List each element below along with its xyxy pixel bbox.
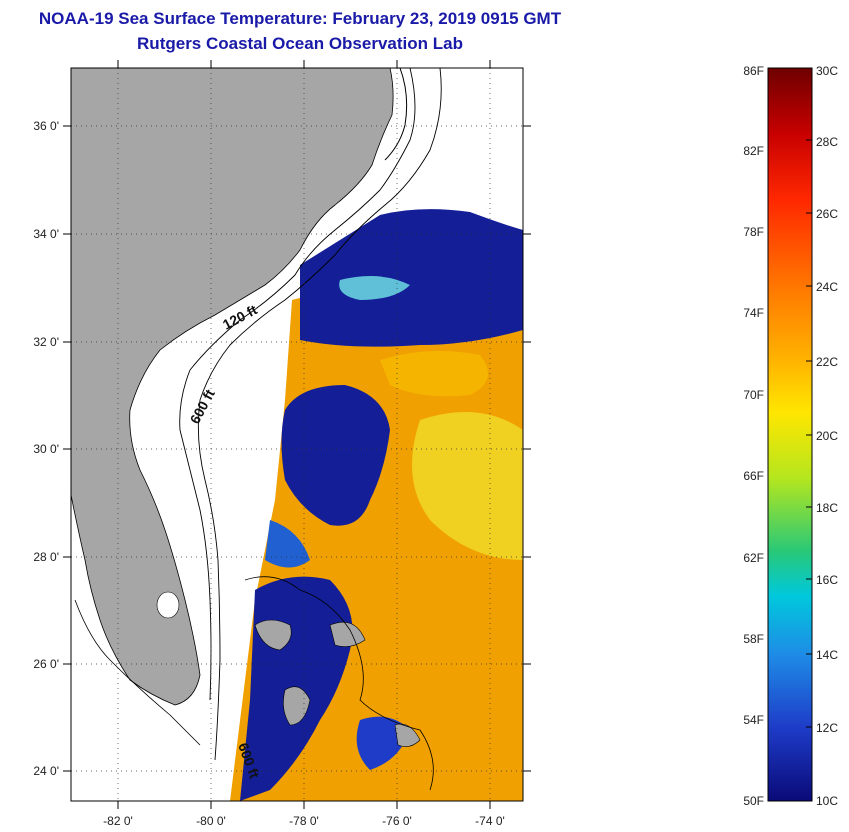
colorbar-c-label: 14C: [816, 648, 838, 662]
latitude-labels: 36 0' 34 0' 32 0' 30 0' 28 0' 26 0' 24 0…: [33, 119, 59, 778]
colorbar-f-label: 82F: [743, 144, 764, 158]
land-island-hatteras: [384, 68, 408, 161]
lon-label: -82 0': [103, 814, 133, 828]
colorbar-c-label: 28C: [816, 135, 838, 149]
colorbar-c-label: 24C: [816, 280, 838, 294]
contour-bahamas: [244, 576, 434, 791]
land-mainland: [71, 68, 394, 706]
sst-warm-patch: [412, 412, 523, 560]
map-title: NOAA-19 Sea Surface Temperature: Februar…: [38, 9, 562, 28]
lat-label: 30 0': [33, 442, 59, 456]
colorbar-f-label: 86F: [743, 64, 764, 78]
colorbar-f-label: 62F: [743, 551, 764, 565]
contour-120ft: [179, 68, 416, 701]
colorbar-f-label: 58F: [743, 632, 764, 646]
lon-label: -74 0': [475, 814, 505, 828]
map-frame: [70, 67, 524, 802]
colorbar-f-label: 66F: [743, 469, 764, 483]
colorbar-c-label: 12C: [816, 721, 838, 735]
colorbar-c-label: 26C: [816, 207, 838, 221]
lon-label: -80 0': [196, 814, 226, 828]
lake-okeechobee: [156, 591, 180, 619]
colorbar-c-label: 16C: [816, 573, 838, 587]
colorbar-c-label: 10C: [816, 794, 838, 808]
lon-label: -78 0': [289, 814, 319, 828]
graticule: [71, 68, 523, 801]
contour-600ft: [197, 68, 442, 761]
sst-cold-north: [300, 209, 523, 347]
land-bahamas-2: [283, 686, 311, 726]
map-ticks: [63, 60, 531, 809]
lat-label: 24 0': [33, 764, 59, 778]
sst-cold-north-cyan: [339, 276, 410, 300]
colorbar-f-label: 54F: [743, 713, 764, 727]
map-subtitle: Rutgers Coastal Ocean Observation Lab: [137, 34, 463, 53]
colorbar-c-label: 20C: [816, 429, 838, 443]
lon-label: -76 0': [382, 814, 412, 828]
longitude-labels: -82 0' -80 0' -78 0' -76 0' -74 0': [103, 814, 505, 828]
colorbar-c-label: 18C: [816, 501, 838, 515]
contour-keys: [74, 599, 201, 746]
colorbar-f-label: 74F: [743, 306, 764, 320]
colorbar-ticks: [806, 139, 812, 728]
lat-label: 32 0': [33, 335, 59, 349]
colorbar-f-label: 78F: [743, 225, 764, 239]
sst-orange-patch: [380, 351, 488, 397]
colorbar: [767, 67, 813, 802]
map-area: 120 ft 600 ft 600 ft: [71, 68, 523, 801]
land-bahamas-1: [254, 619, 292, 651]
colorbar-c-label: 30C: [816, 64, 838, 78]
lat-label: 36 0': [33, 119, 59, 133]
sst-cold-eddy: [281, 385, 390, 526]
colorbar-c-label: 22C: [816, 355, 838, 369]
sst-cold-patch-1: [265, 520, 310, 568]
colorbar-fahrenheit-labels: 86F 82F 78F 74F 70F 66F 62F 58F 54F 50F: [743, 64, 764, 808]
lat-label: 34 0': [33, 227, 59, 241]
lat-label: 28 0': [33, 550, 59, 564]
colorbar-celsius-labels: 30C 28C 26C 24C 22C 20C 18C 16C 14C 12C …: [816, 64, 838, 808]
lat-label: 26 0': [33, 657, 59, 671]
colorbar-f-label: 70F: [743, 388, 764, 402]
land-bahamas-4: [394, 723, 421, 747]
colorbar-f-label: 50F: [743, 794, 764, 808]
